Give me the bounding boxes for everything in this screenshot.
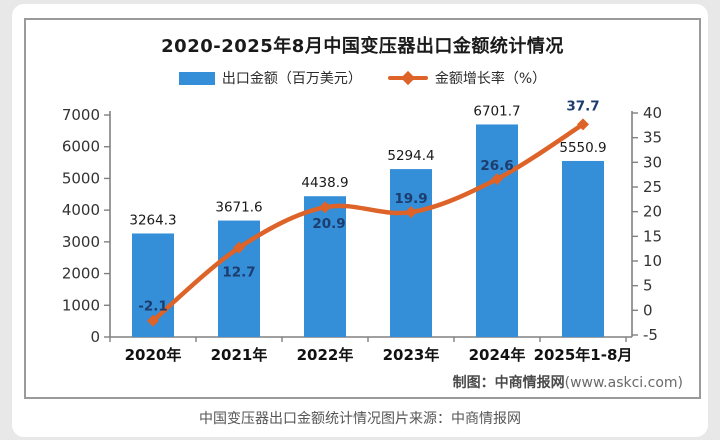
y-axis-left-tick-label: 7000 [62,106,100,124]
line-marker-icon [577,118,589,131]
legend-line-swatch [387,70,428,86]
x-axis-category-label: 2020年 [125,346,182,364]
y-axis-left-tick-label: 4000 [62,201,100,219]
line-marker-icon [233,241,245,254]
chart-credit: 制图：中商情报网(www.askci.com) [453,372,683,392]
legend-bar-swatch [178,71,215,85]
x-axis-category-label: 2022年 [297,346,354,364]
bar [390,169,432,337]
y-axis-left-tick-label: 2000 [62,265,100,283]
y-axis-left-tick-label: 0 [90,328,100,346]
growth-line [150,122,586,323]
y-axis-right-tick-label: 10 [643,252,662,270]
growth-value-label: 37.7 [566,98,599,114]
article-image-card: 2020-2025年8月中国变压器出口金额统计情况 出口金额（百万美元） 金额增… [12,4,708,437]
x-axis-category-label: 2021年 [211,346,268,364]
y-axis-right-tick-label: 20 [643,203,662,221]
credit-text: 制图：中商情报网 [452,375,565,391]
credit-url: (www.askci.com) [564,375,683,391]
bar-value-label: 5294.4 [387,148,434,164]
bar [304,196,346,337]
y-axis-right-tick-label: 15 [643,227,662,245]
bar [562,160,604,337]
y-axis-left-tick-label: 3000 [62,233,100,251]
y-axis-right-tick-label: 0 [643,301,653,319]
y-axis-left-tick-label: 5000 [62,169,100,187]
x-axis-category-label: 2025年1-8月 [534,346,633,364]
bar-value-label: 3671.6 [215,200,262,216]
chart-plot-area: 01000200030004000500060007000-5051015202… [62,98,662,364]
y-axis-right-tick-label: 5 [643,277,653,295]
y-axis-left-tick-label: 6000 [62,138,100,156]
bar-value-label: 5550.9 [559,140,606,156]
y-axis-right-tick-label: 30 [643,153,662,171]
x-axis-category-label: 2023年 [383,346,440,364]
bar-value-label: 4438.9 [301,175,348,191]
bar [476,124,518,337]
growth-value-label: 20.9 [312,216,345,232]
line-marker-icon [319,201,331,214]
growth-value-label: 12.7 [222,265,255,281]
legend-item-export-amount: 出口金额（百万美元） [178,68,362,88]
y-axis-right-tick-label: -5 [643,326,658,344]
line-marker-icon [147,314,159,327]
y-axis-right-tick-label: 35 [643,129,662,147]
chart-legend: 出口金额（百万美元） 金额增长率（%） [26,68,699,88]
line-marker-icon [405,206,417,219]
bar-value-label: 6701.7 [473,103,520,119]
chart-title: 2020-2025年8月中国变压器出口金额统计情况 [161,36,564,57]
growth-value-label: 19.9 [394,191,427,207]
y-axis-left-tick-label: 1000 [62,296,100,314]
image-caption: 中国变压器出口金额统计情况图片来源：中商情报网 [199,411,521,427]
growth-value-label: 26.6 [480,158,513,174]
y-axis-right-tick-label: 40 [643,104,662,122]
chart-panel: 2020-2025年8月中国变压器出口金额统计情况 出口金额（百万美元） 金额增… [24,18,701,399]
bar-value-label: 3264.3 [129,212,176,228]
x-axis-category-label: 2024年 [469,346,526,364]
legend-bar-label: 出口金额（百万美元） [221,71,362,87]
y-axis-right-tick-label: 25 [643,178,662,196]
legend-line-label: 金额增长率（%） [434,71,547,87]
growth-value-label: -2.1 [138,299,168,315]
legend-item-growth-rate: 金额增长率（%） [387,68,547,88]
line-marker-icon [491,173,503,186]
